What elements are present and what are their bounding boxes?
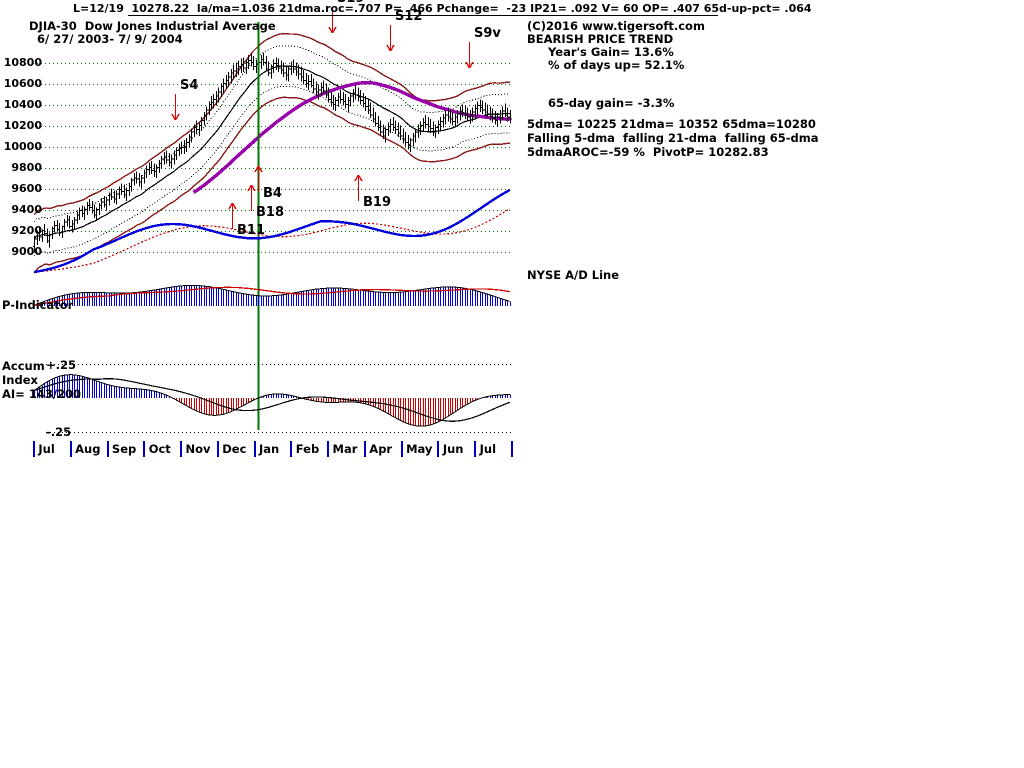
ad-line-moving-average xyxy=(34,208,511,273)
p-indicator-outline xyxy=(34,284,510,306)
ma-65-line xyxy=(192,80,511,194)
annotation-arrow-S4 xyxy=(171,94,180,121)
month-separator xyxy=(69,441,72,457)
annotation-label-B11: B11 xyxy=(237,223,265,238)
annotation-label-B4: B4 xyxy=(263,186,282,201)
month-label-jun-11[interactable]: Jun xyxy=(442,442,464,456)
price-y-tick-9800: 9800 xyxy=(11,160,42,174)
month-separator xyxy=(106,441,109,457)
month-separator xyxy=(437,441,440,457)
annotation-arrow-B19 xyxy=(354,174,363,201)
copyright-label: (C)2016 www.tigersoft.com xyxy=(527,19,705,33)
accum-top-scale-label: +.25 xyxy=(46,358,77,372)
month-separator xyxy=(180,441,183,457)
price-y-tick-9600: 9600 xyxy=(11,181,42,195)
month-separator xyxy=(511,441,513,457)
aroc-pivot-label: 5dmaAROC=-59 % PivotP= 10282.83 xyxy=(527,145,769,159)
annotation-label-S4: S4 xyxy=(180,78,199,93)
month-separator xyxy=(216,441,219,457)
price-y-tick-10200: 10200 xyxy=(3,118,42,132)
moving-averages-label: 5dma= 10225 21dma= 10352 65dma=10280 xyxy=(527,117,816,131)
month-separator xyxy=(474,441,477,457)
annotation-arrow-B11 xyxy=(228,202,237,229)
ad-line-series xyxy=(34,188,511,274)
pct-days-up-label: % of days up= 52.1% xyxy=(548,58,685,72)
upper-inner-band xyxy=(33,45,510,223)
month-separator xyxy=(400,441,403,457)
annotation-arrow-B4 xyxy=(254,165,263,192)
annotation-label-S19: S19 xyxy=(337,0,364,6)
month-label-feb-7[interactable]: Feb xyxy=(295,442,320,456)
symbol-title: DJIA-30 Dow Jones Industrial Average xyxy=(29,19,276,33)
annotation-arrow-S12 xyxy=(386,25,395,52)
annotation-arrow-S19 xyxy=(328,7,337,34)
price-bars xyxy=(32,53,513,253)
price-y-tick-10600: 10600 xyxy=(3,76,42,90)
lower-outer-band xyxy=(33,96,510,274)
month-separator xyxy=(363,441,366,457)
price-y-tick-9200: 9200 xyxy=(11,223,42,237)
month-label-sep-2[interactable]: Sep xyxy=(111,442,137,456)
p-indicator-average xyxy=(34,286,510,307)
price-y-tick-10000: 10000 xyxy=(3,139,42,153)
gain-65day-label: 65-day gain= -3.3% xyxy=(548,96,675,110)
accum-index-outline xyxy=(33,374,510,427)
stats-header-line: L=12/19 10278.22 la/ma=1.036 21dma.roc=.… xyxy=(73,2,812,15)
accum-bottom-scale-label: -.25 xyxy=(46,425,72,439)
ad-line-label: NYSE A/D Line xyxy=(527,268,619,282)
price-y-tick-9400: 9400 xyxy=(11,202,42,216)
accum-index-value: AI= 143/200 xyxy=(2,387,82,401)
month-label-aug-1[interactable]: Aug xyxy=(75,442,101,456)
month-separator xyxy=(327,441,330,457)
ma-directions-label: Falling 5-dma falling 21-dma falling 65-… xyxy=(527,131,819,145)
month-label-oct-3[interactable]: Oct xyxy=(148,442,171,456)
date-range: 6/ 27/ 2003- 7/ 9/ 2004 xyxy=(37,32,183,46)
accum-label-line1: Accum xyxy=(2,359,45,373)
price-y-tick-9000: 9000 xyxy=(11,244,42,258)
trend-label: BEARISH PRICE TREND xyxy=(527,32,674,46)
month-separator xyxy=(33,441,35,457)
price-y-tick-10800: 10800 xyxy=(3,55,42,69)
upper-outer-band xyxy=(33,33,510,216)
annotation-label-S12: S12 xyxy=(395,9,423,24)
month-label-mar-8[interactable]: Mar xyxy=(332,442,358,456)
month-label-apr-9[interactable]: Apr xyxy=(369,442,393,456)
header-underline xyxy=(128,15,718,16)
accum-label-line2: Index xyxy=(2,373,38,387)
p-indicator-label: P-Indicator xyxy=(2,298,74,312)
month-separator xyxy=(290,441,293,457)
annotation-arrow-B18 xyxy=(247,184,256,211)
annotation-label-B18: B18 xyxy=(256,205,284,220)
lower-inner-band xyxy=(33,85,510,257)
month-label-jul-12[interactable]: Jul xyxy=(479,442,497,456)
month-label-dec-5[interactable]: Dec xyxy=(222,442,247,456)
month-label-jul-0[interactable]: Jul xyxy=(38,442,55,456)
month-separator xyxy=(253,441,256,457)
accum-index-average xyxy=(33,378,511,422)
accum-index-histogram xyxy=(34,374,511,427)
month-label-jan-6[interactable]: Jan xyxy=(259,442,280,456)
month-label-nov-4[interactable]: Nov xyxy=(185,442,211,456)
tigersoft-chart-canvas xyxy=(32,7,513,433)
annotation-arrow-S9v xyxy=(465,42,474,69)
annotation-label-B19: B19 xyxy=(363,195,391,210)
years-gain-label: Year's Gain= 13.6% xyxy=(548,45,674,59)
month-label-may-10[interactable]: May xyxy=(406,442,433,456)
price-y-tick-10400: 10400 xyxy=(3,97,42,111)
annotation-label-S9v: S9v xyxy=(474,26,501,41)
month-separator xyxy=(143,441,146,457)
